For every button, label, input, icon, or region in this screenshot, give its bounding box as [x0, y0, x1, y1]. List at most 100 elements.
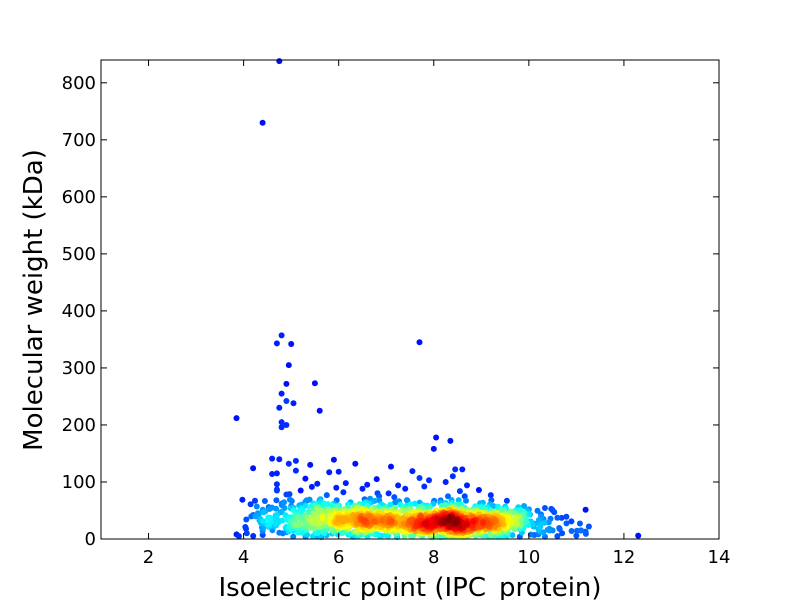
data-point — [582, 506, 589, 513]
data-point — [537, 521, 543, 528]
data-point — [279, 517, 286, 524]
data-point — [388, 463, 394, 470]
data-point — [635, 532, 642, 539]
data-point — [269, 471, 276, 477]
data-point — [452, 466, 459, 473]
data-point — [290, 533, 297, 540]
data-point — [273, 481, 280, 488]
data-point — [442, 479, 449, 485]
data-point — [253, 503, 260, 510]
data-point — [352, 460, 359, 467]
data-point — [283, 380, 290, 387]
data-points — [233, 58, 642, 541]
data-point — [278, 508, 285, 515]
data-point — [479, 519, 486, 526]
data-point — [278, 390, 285, 397]
data-point — [452, 520, 459, 527]
data-point — [265, 516, 272, 522]
data-point — [568, 528, 575, 534]
data-point — [316, 407, 323, 414]
data-point — [463, 497, 469, 504]
data-point — [545, 519, 552, 526]
data-point — [278, 419, 285, 426]
data-point — [456, 488, 463, 495]
data-point — [290, 507, 297, 514]
data-point — [576, 520, 583, 527]
data-point — [430, 445, 437, 452]
data-point — [426, 477, 432, 484]
x-tick-label: 10 — [517, 547, 540, 568]
data-point — [582, 528, 589, 535]
data-point — [554, 533, 561, 540]
x-tick-label: 6 — [333, 547, 344, 568]
data-point — [585, 523, 592, 530]
data-point — [235, 533, 242, 540]
data-point — [455, 497, 462, 504]
data-point — [541, 505, 548, 511]
data-point — [259, 119, 266, 126]
data-point — [286, 491, 293, 498]
data-point — [503, 497, 510, 504]
data-point — [314, 480, 321, 487]
x-tick-label: 8 — [428, 547, 439, 568]
data-point — [298, 519, 305, 526]
data-point — [364, 481, 371, 488]
data-point — [273, 487, 280, 494]
data-point — [470, 518, 477, 525]
data-point — [385, 490, 392, 497]
data-point — [409, 468, 416, 475]
y-tick-label: 100 — [62, 472, 96, 493]
data-point — [311, 380, 318, 387]
data-point — [573, 532, 580, 539]
data-point — [563, 520, 570, 527]
data-point — [371, 518, 378, 525]
plot-background — [101, 60, 719, 539]
data-point — [242, 524, 249, 530]
data-point — [463, 521, 470, 528]
data-point — [509, 532, 516, 539]
data-point — [459, 466, 466, 473]
data-point — [558, 514, 565, 521]
y-tick-label: 0 — [85, 529, 96, 550]
data-point — [359, 485, 366, 492]
data-point — [416, 339, 423, 346]
data-point — [568, 518, 575, 525]
y-tick-label: 700 — [62, 130, 96, 151]
data-point — [378, 517, 385, 524]
data-point — [556, 525, 563, 531]
x-tick-label: 14 — [708, 547, 731, 568]
data-point — [361, 517, 368, 524]
data-point — [276, 404, 283, 411]
data-point — [326, 469, 333, 476]
data-point — [233, 415, 240, 422]
data-point — [342, 480, 349, 487]
x-tick-label: 12 — [612, 547, 635, 568]
data-point — [421, 483, 428, 490]
data-point — [260, 525, 267, 532]
data-point — [250, 465, 257, 472]
data-point — [273, 497, 280, 504]
data-point — [563, 513, 570, 520]
data-point — [281, 499, 287, 506]
data-point — [521, 503, 528, 509]
data-point — [442, 502, 449, 509]
data-point — [261, 498, 268, 504]
data-point — [423, 521, 430, 528]
data-point — [504, 517, 511, 524]
data-point — [278, 332, 285, 339]
data-point — [433, 434, 440, 441]
data-point — [527, 531, 534, 538]
data-point — [407, 501, 414, 508]
data-point — [276, 58, 283, 65]
data-point — [290, 400, 297, 407]
data-point — [283, 422, 290, 428]
data-point — [307, 517, 314, 524]
data-point — [239, 496, 246, 503]
data-point — [339, 518, 346, 525]
data-point — [302, 475, 309, 482]
data-point — [285, 460, 292, 467]
data-point — [534, 507, 541, 514]
data-point — [260, 518, 267, 525]
data-point — [461, 493, 468, 500]
data-point — [307, 524, 314, 531]
